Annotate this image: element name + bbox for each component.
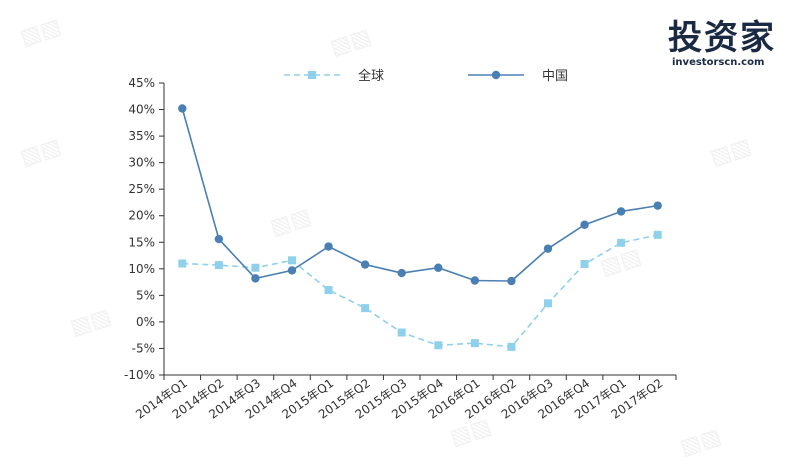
y-tick-label: -10% [124,368,155,382]
data-point [178,104,187,113]
y-tick-label: 35% [128,129,155,143]
data-point [251,263,260,272]
series-china [178,104,662,286]
data-point [434,341,443,350]
data-point [507,342,516,351]
y-tick-label: -5% [132,341,155,355]
y-tick-labels: 45% 40% 35% 30% 25% 20% 15% 10% 5% 0% -5% -10% [124,76,155,382]
legend-marker [308,71,316,79]
y-tick-label: 30% [128,156,155,170]
data-point [470,276,480,285]
data-point [324,286,333,295]
data-point [214,234,224,244]
y-tick-label: 10% [128,262,155,276]
series-line [181,108,658,282]
series-layer [178,104,662,351]
data-point [507,276,516,286]
y-tick-label: 25% [128,182,155,196]
legend-label: 中国 [542,69,568,84]
data-point [178,259,187,268]
data-point [360,260,370,269]
legend-label: 全球 [358,68,384,84]
data-point [397,268,406,278]
data-point [653,201,662,210]
data-point [470,339,479,348]
data-point [214,261,223,270]
data-point [617,238,626,247]
data-point [544,299,552,308]
investorscn-logo: 投资家 [668,18,776,58]
data-point [434,263,443,272]
data-point [580,260,589,269]
axes [159,82,677,380]
data-point [397,328,406,337]
data-point [580,220,589,229]
data-point [324,242,333,251]
y-tick-label: 0% [136,315,155,329]
data-point [361,304,370,313]
legend: 全球 中国 [284,68,568,84]
investorscn-logo-url: investorscn.com [672,57,765,68]
series-global [178,230,662,351]
x-tick-labels: 2014年Q12014年Q22014年Q32014年Q42015年Q12015年… [133,376,665,422]
series-line [182,234,658,348]
y-tick-label: 15% [128,235,155,249]
data-point [251,274,260,283]
y-tick-label: 20% [128,209,155,223]
data-point [616,207,626,216]
y-tick-label: 40% [128,103,155,117]
data-point [653,230,662,239]
y-tick-label: 5% [136,288,155,302]
legend-marker [491,70,501,80]
y-tick-label: 45% [128,76,155,90]
data-point [543,244,553,253]
data-point [288,256,296,265]
data-point [287,266,297,275]
